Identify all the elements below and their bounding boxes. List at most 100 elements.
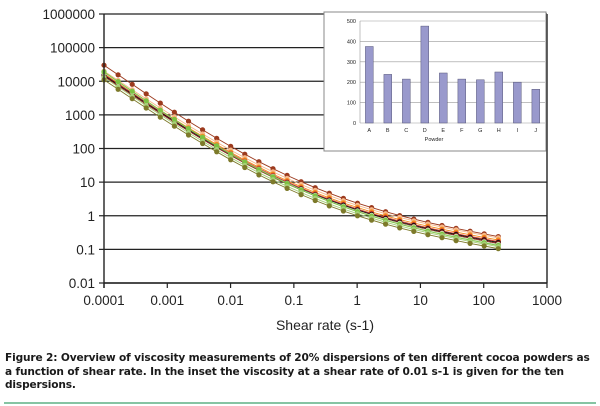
data-point [256,172,262,178]
data-point [298,192,304,198]
inset-x-tick-label: I [516,128,518,134]
data-point [115,79,121,85]
data-point [425,232,431,238]
inset-bar-F [457,78,466,124]
inset-x-tick-label: G [478,128,482,134]
data-point [312,197,318,204]
data-point [214,135,220,141]
data-point [143,98,149,104]
data-point [200,140,206,147]
data-point [171,123,177,129]
data-point [157,114,163,120]
data-point [284,185,290,191]
inset-bar-A [365,46,374,124]
series-J [101,77,501,252]
data-point [171,109,177,115]
y-tick-label: 10 [80,175,95,190]
data-point [214,149,220,155]
data-point [383,221,389,227]
y-tick-label: 1 [87,209,95,224]
inset-x-tick-label: F [460,128,464,134]
data-point [143,105,149,111]
inset-x-tick-label: C [404,128,408,134]
data-point [200,134,206,140]
data-point [185,132,192,138]
x-tick-label: 0.1 [284,293,303,308]
inset-bar-J [531,89,540,124]
inset-y-tick-label: 200 [347,80,356,86]
inset-bar-I [513,81,522,124]
data-point [481,243,487,249]
data-point [495,246,501,252]
data-point [129,81,135,87]
data-point [129,88,135,94]
inset-x-tick-label: B [386,128,390,134]
data-point [115,72,121,78]
inset-bar-D [420,25,429,124]
inset-y-tick-labels: 0 100 200 300 400 500 [347,19,356,127]
data-point [143,91,149,97]
inset-x-tick-label: D [423,128,427,134]
data-point [115,86,121,92]
data-point [467,240,473,246]
inset-y-tick-label: 100 [347,101,356,107]
data-point [411,228,417,234]
x-tick-label: 1 [353,293,361,308]
figure-caption: Figure 2: Overview of viscosity measurem… [5,352,590,391]
inset-bar-E [439,72,448,124]
caption-divider [4,402,596,404]
data-point [326,203,332,209]
inset-bar-C [402,78,411,124]
data-point [157,100,163,106]
y-tick-label: 1000000 [42,7,95,22]
data-point [228,143,234,149]
x-tick-label: 0.01 [217,293,243,308]
y-tick-label: 0.01 [69,276,95,291]
data-point [242,164,248,171]
inset-x-tick-label: H [497,128,501,134]
data-point [397,225,403,231]
inset-frame [323,11,547,152]
x-tick-label: 0.001 [150,293,184,308]
inset-x-axis-label: Powder [425,137,444,143]
data-point [270,179,276,185]
data-point [129,96,135,102]
x-axis-label: Shear rate (s-1) [276,317,374,333]
main-series-group [101,62,501,252]
inset-y-tick-label: 400 [347,39,356,45]
inset-y-tick-label: 500 [347,19,356,25]
data-point [185,126,192,132]
inset-x-tick-labels: A B C D E F G H I J [367,128,537,134]
inset-bar-H [494,71,503,124]
data-point [200,127,206,133]
data-point [340,208,346,214]
x-tick-label: 10 [413,293,428,308]
x-tick-label: 100 [472,293,495,308]
data-point [439,235,445,241]
inset-x-tick-label: E [441,128,445,134]
data-point [369,217,375,223]
x-tick-label: 0.0001 [83,293,124,308]
inset-y-tick-label: 300 [347,60,356,66]
inset-bar-B [383,74,392,124]
data-point [214,143,220,149]
main-y-tick-labels: 0.01 0.1 1 10 100 1000 10000 100000 1000000 [42,7,95,291]
data-point [354,213,361,219]
main-x-tick-labels: 0.0001 0.001 0.01 0.1 1 10 100 1000 [83,293,562,308]
data-point [157,107,163,113]
inset-y-tick-label: 0 [353,121,356,127]
y-tick-label: 0.1 [76,242,95,257]
inset-bar-chart: 0 100 200 300 400 500 A B C D E F G H I J Powder [323,11,547,152]
inset-x-tick-label: A [367,128,371,134]
data-point [453,238,459,244]
data-point [171,116,177,123]
inset-x-tick-label: J [534,128,537,134]
main-axes [103,14,548,288]
y-tick-label: 10000 [57,74,95,89]
inset-bars [365,25,540,124]
x-tick-label: 1000 [532,293,562,308]
data-point [228,157,234,163]
y-tick-label: 100 [72,142,95,157]
inset-bar-G [476,79,485,124]
